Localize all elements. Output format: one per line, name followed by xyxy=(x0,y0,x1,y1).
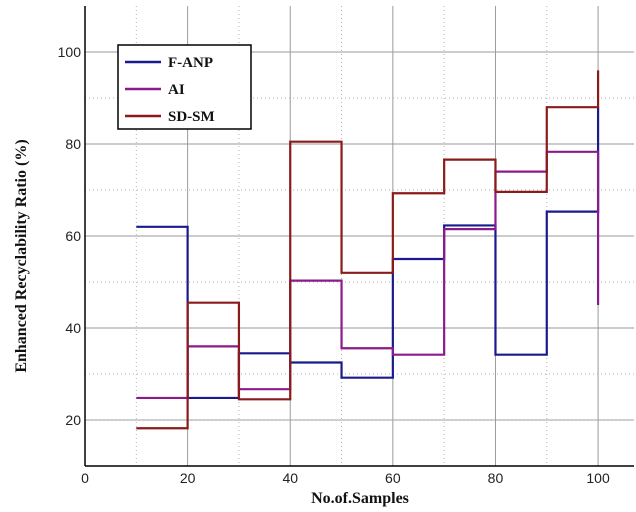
x-tick-label-0: 0 xyxy=(81,470,89,486)
legend: F-ANP AI SD-SM xyxy=(117,44,252,130)
x-tick-label-40: 40 xyxy=(282,470,298,486)
y-tick-label-80: 80 xyxy=(65,136,81,152)
x-tick-label-80: 80 xyxy=(488,470,504,486)
legend-label-ai: AI xyxy=(168,82,185,98)
y-axis-title: Enhanced Recyclability Ratio (%) xyxy=(13,139,30,372)
axes xyxy=(84,6,634,467)
y-tick-label-20: 20 xyxy=(65,412,81,428)
legend-label-sd-sm: SD-SM xyxy=(168,109,215,125)
x-tick-label-100: 100 xyxy=(586,470,610,486)
x-tick-labels: 0 20 40 60 80 100 xyxy=(81,470,610,486)
x-axis-title: No.of.Samples xyxy=(311,490,409,507)
series-line-sd-sm xyxy=(136,70,600,430)
y-tick-label-40: 40 xyxy=(65,320,81,336)
y-tick-label-100: 100 xyxy=(58,44,82,60)
legend-label-f-anp: F-ANP xyxy=(168,55,213,71)
y-tick-label-60: 60 xyxy=(65,228,81,244)
y-tick-labels: 20 40 60 80 100 xyxy=(58,44,82,428)
x-tick-label-60: 60 xyxy=(385,470,401,486)
series-group xyxy=(136,70,600,430)
x-tick-label-20: 20 xyxy=(180,470,196,486)
